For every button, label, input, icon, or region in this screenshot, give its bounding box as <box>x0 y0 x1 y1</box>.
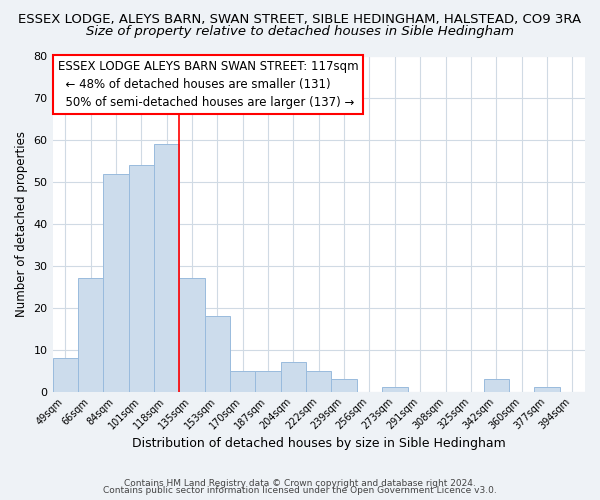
Text: Contains HM Land Registry data © Crown copyright and database right 2024.: Contains HM Land Registry data © Crown c… <box>124 478 476 488</box>
Bar <box>205 316 230 392</box>
Bar <box>382 388 407 392</box>
Text: Contains public sector information licensed under the Open Government Licence v3: Contains public sector information licen… <box>103 486 497 495</box>
Bar <box>331 379 357 392</box>
Y-axis label: Number of detached properties: Number of detached properties <box>15 131 28 317</box>
Bar <box>128 166 154 392</box>
Bar <box>154 144 179 392</box>
X-axis label: Distribution of detached houses by size in Sible Hedingham: Distribution of detached houses by size … <box>132 437 506 450</box>
Text: ESSEX LODGE, ALEYS BARN, SWAN STREET, SIBLE HEDINGHAM, HALSTEAD, CO9 3RA: ESSEX LODGE, ALEYS BARN, SWAN STREET, SI… <box>19 12 581 26</box>
Bar <box>256 370 281 392</box>
Bar <box>484 379 509 392</box>
Text: ESSEX LODGE ALEYS BARN SWAN STREET: 117sqm
  ← 48% of detached houses are smalle: ESSEX LODGE ALEYS BARN SWAN STREET: 117s… <box>58 60 358 109</box>
Bar <box>534 388 560 392</box>
Bar <box>179 278 205 392</box>
Bar <box>103 174 128 392</box>
Bar <box>230 370 256 392</box>
Bar <box>281 362 306 392</box>
Text: Size of property relative to detached houses in Sible Hedingham: Size of property relative to detached ho… <box>86 25 514 38</box>
Bar <box>306 370 331 392</box>
Bar <box>53 358 78 392</box>
Bar <box>78 278 103 392</box>
